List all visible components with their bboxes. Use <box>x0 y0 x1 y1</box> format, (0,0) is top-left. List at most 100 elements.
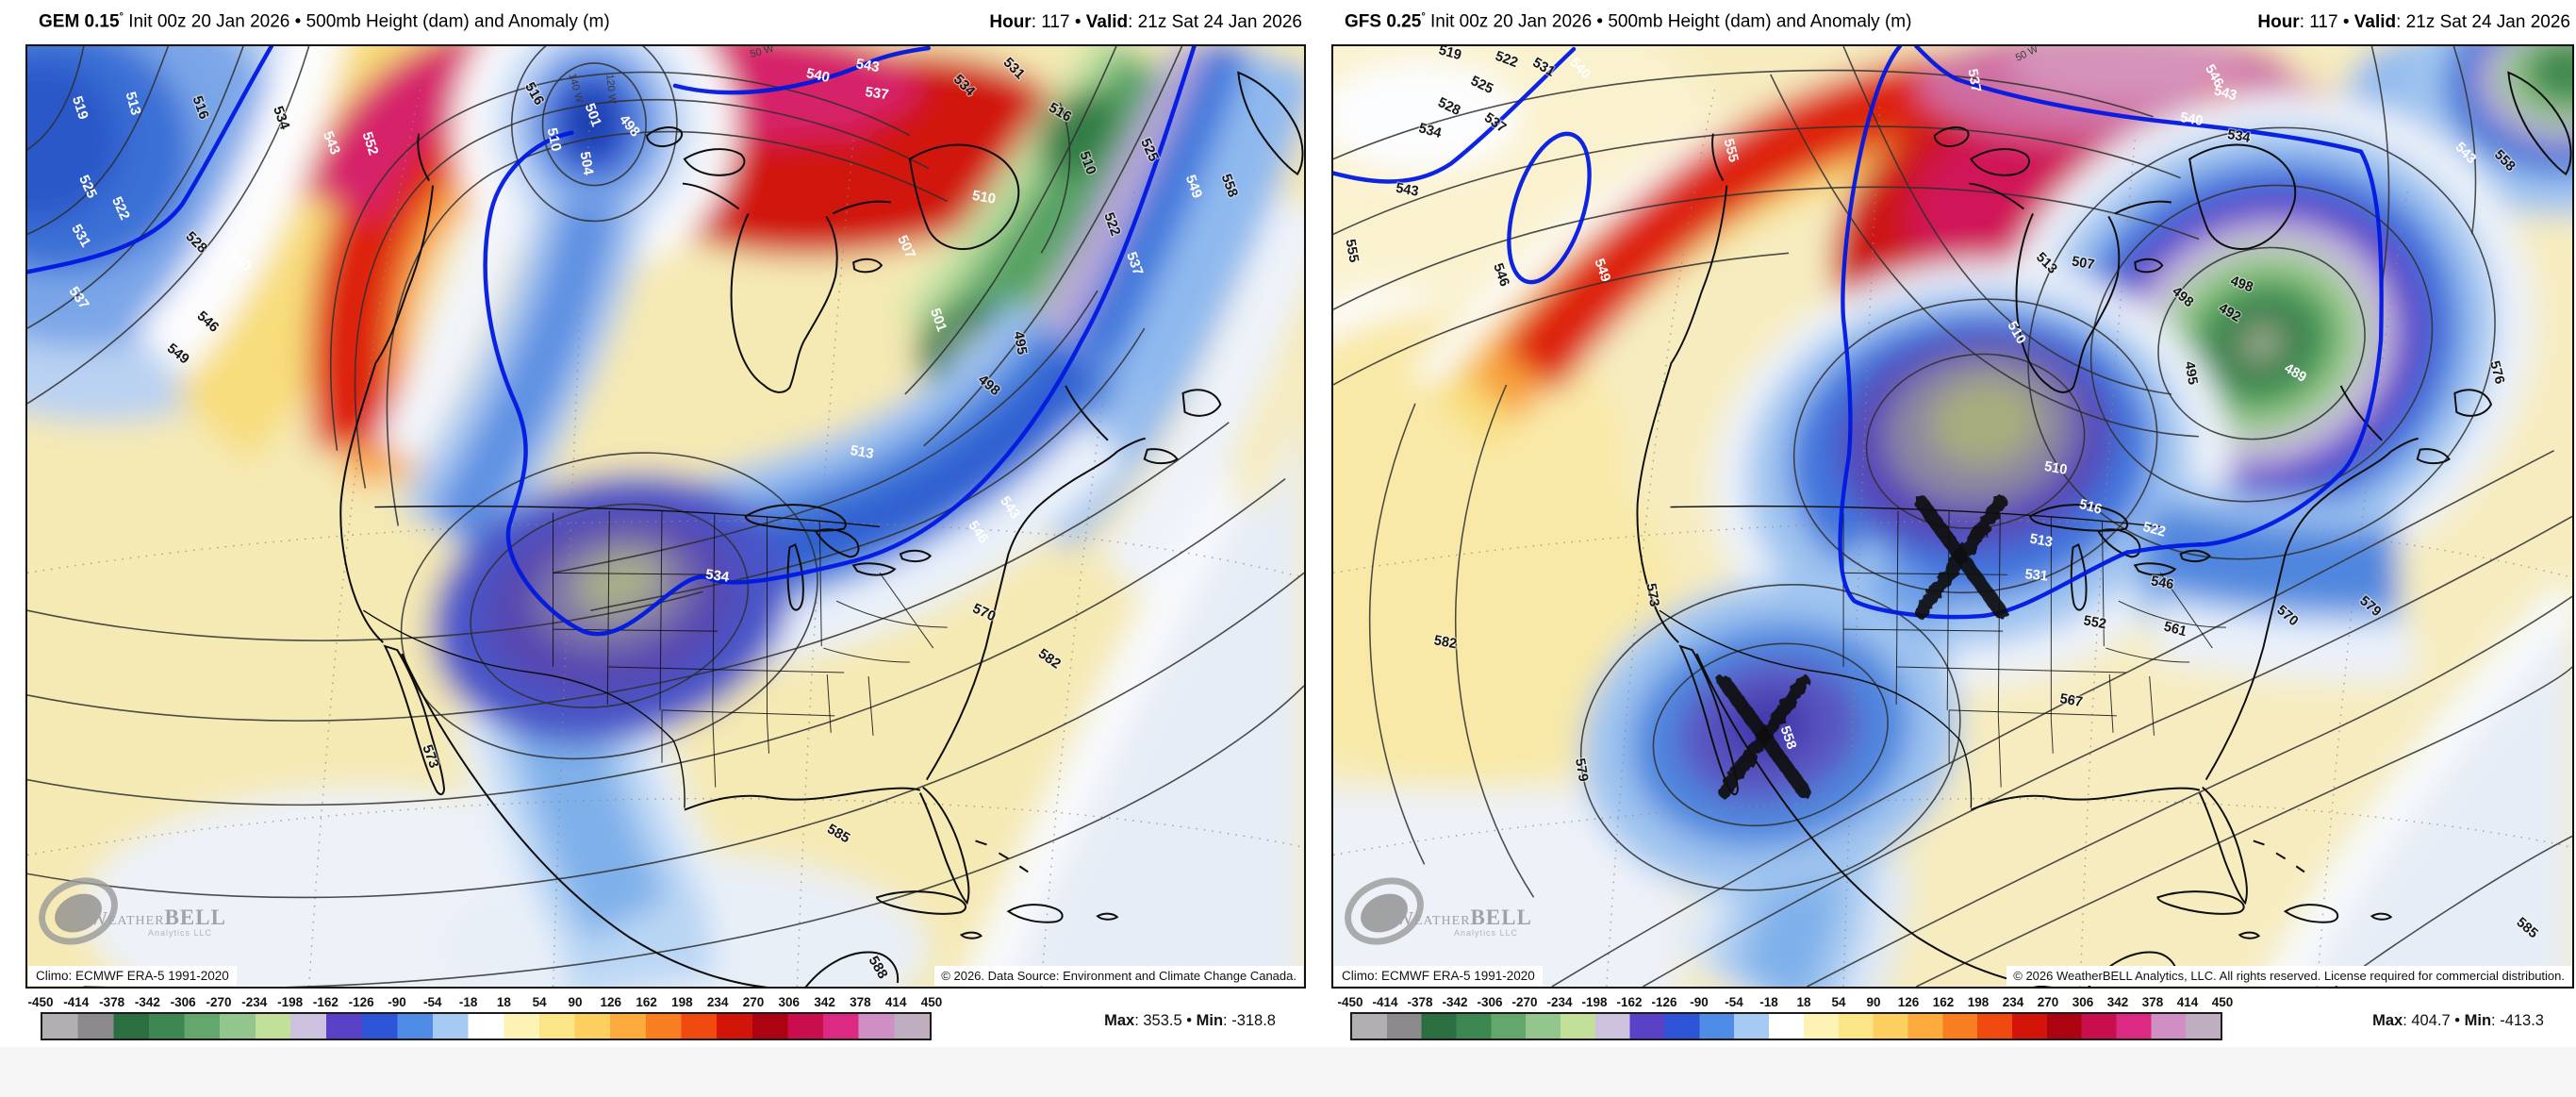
contour-label: 582 <box>1433 633 1459 652</box>
gfs-colorbar-zone: -450 -414 -378 -342 -306 -270 -234 -198 -162 -126… <box>1331 993 2574 1050</box>
colorbar-tick: 270 <box>2037 995 2059 1009</box>
contour-lines <box>27 46 1304 987</box>
panel-gem: GEM 0.15° Init 00z 20 Jan 2026 • 500mb H… <box>25 0 1306 1050</box>
colorbar-tick: -162 <box>1616 995 1643 1009</box>
colorbar-ticks: -450 -414 -378 -342 -306 -270 -234 -198 -162 -126… <box>27 995 942 1010</box>
colorbar-tick: -126 <box>1651 995 1677 1009</box>
weatherbell-logo: WeatherBELL Analytics LLC <box>1341 870 1558 956</box>
colorbar-tick: 234 <box>2002 995 2024 1009</box>
x-marks <box>1717 495 2007 799</box>
contour-label: 537 <box>865 84 890 103</box>
colorbar-tick: 306 <box>2072 995 2094 1009</box>
colorbar-tick: -162 <box>312 995 339 1009</box>
colorbar-tick: 54 <box>1831 995 1846 1009</box>
thick-540-line <box>1333 46 2384 620</box>
gfs-title-rest: Init 00z 20 Jan 2026 • 500mb Height (dam… <box>1425 11 1912 32</box>
contour-label: 576 <box>2486 359 2506 386</box>
colorbar-tick: -342 <box>134 995 160 1009</box>
contour-label: 522 <box>2141 520 2167 540</box>
gfs-validity: Hour: 117 • Valid: 21z Sat 24 Jan 2026 <box>2257 12 2570 33</box>
weatherbell-wordmark: WeatherBELL <box>1395 906 1532 929</box>
colorbar-tick: -270 <box>1511 995 1538 1009</box>
contour-label: 549 <box>1592 257 1613 284</box>
colorbar-tick: -90 <box>388 995 406 1009</box>
colorbar-tick: 18 <box>496 995 511 1009</box>
colorbar-tick: 126 <box>600 995 622 1009</box>
valid-label: Valid <box>2353 11 2397 32</box>
gfs-max-min: Max: 404.7 • Min: -413.3 <box>2372 1012 2544 1029</box>
contour-label: 558 <box>1777 724 1799 752</box>
gem-title-rest: Init 00z 20 Jan 2026 • 500mb Height (dam… <box>123 11 610 32</box>
contour-label: 537 <box>1965 68 1984 93</box>
gfs-model-name: GFS 0.25 <box>1345 11 1422 32</box>
colorbar-tick: -450 <box>27 995 54 1009</box>
x-mark-stroke <box>1717 674 1811 799</box>
colorbar-tick: 126 <box>1897 995 1920 1009</box>
contour-label: 510 <box>544 126 565 153</box>
colorbar-tick: -378 <box>99 995 125 1009</box>
contour-label: 510 <box>971 188 997 208</box>
thick-540-line <box>27 46 1197 637</box>
contour-label: 495 <box>2181 360 2200 386</box>
gem-colorbar: -450 -414 -378 -342 -306 -270 -234 -198 -162 -126… <box>27 995 942 1040</box>
contour-label: 552 <box>359 130 382 158</box>
contour-label: 552 <box>2082 613 2107 632</box>
colorbar-tick: 378 <box>2141 995 2164 1009</box>
gem-max-min: Max: 353.5 • Min: -318.8 <box>1104 1012 1276 1029</box>
contour-label: 546 <box>2150 573 2175 592</box>
degree-symbol: ° <box>119 11 124 24</box>
colorbar-tick: -270 <box>206 995 232 1009</box>
colorbar-tick: 342 <box>2106 995 2129 1009</box>
colorbar-tick: 378 <box>850 995 871 1009</box>
gfs-map: 519 522 525 528 531 534 537 540 543 546 549 555 555 5… <box>1331 44 2574 989</box>
gfs-title: GFS 0.25° Init 00z 20 Jan 2026 • 500mb H… <box>1345 11 1911 32</box>
colorbar-tick: -18 <box>1759 995 1778 1009</box>
colorbar-tick: 450 <box>920 995 943 1009</box>
colorbar <box>1350 1012 2222 1040</box>
gfs-header: GFS 0.25° Init 00z 20 Jan 2026 • 500mb H… <box>1331 0 2574 44</box>
colorbar-gradient <box>1352 1014 2221 1039</box>
contour-label: 510 <box>2043 459 2069 478</box>
colorbar-tick: -126 <box>348 995 374 1009</box>
colorbar-tick: -306 <box>1477 995 1503 1009</box>
colorbar-tick: 18 <box>1796 995 1811 1009</box>
colorbar-tick: 306 <box>778 995 801 1009</box>
colorbar-ticks: -450 -414 -378 -342 -306 -270 -234 -198 -162 -126… <box>1337 995 2233 1010</box>
colorbar-tick: 198 <box>1967 995 1990 1009</box>
contour-label: 540 <box>2179 110 2204 129</box>
contour-label: 579 <box>1572 757 1591 783</box>
colorbar <box>41 1012 932 1040</box>
colorbar-tick: -198 <box>1581 995 1608 1009</box>
contour-label: 516 <box>2077 497 2103 518</box>
contour-label: 504 <box>576 150 596 176</box>
valid-value: : 21z Sat 24 Jan 2026 <box>2396 11 2570 32</box>
copyright-note: © 2026. Data Source: Environment and Cli… <box>934 966 1303 986</box>
contour-label: 540 <box>805 65 832 86</box>
contour-label: 543 <box>854 56 880 75</box>
contour-label: 519 <box>69 94 91 122</box>
contour-label: 120 W <box>603 74 618 105</box>
colorbar-tick: 342 <box>814 995 835 1009</box>
bottom-strip <box>0 1047 2576 1097</box>
colorbar-tick: -378 <box>1407 995 1433 1009</box>
weatherbell-subtitle: Analytics LLC <box>148 928 213 938</box>
weatherbell-swirl-icon <box>1345 877 1424 945</box>
hour-label: Hour <box>989 11 1032 32</box>
contour-lines <box>1333 46 2572 987</box>
colorbar-tick: 198 <box>671 995 693 1009</box>
colorbar-tick: -54 <box>423 995 442 1009</box>
panel-gfs: GFS 0.25° Init 00z 20 Jan 2026 • 500mb H… <box>1331 0 2574 1050</box>
colorbar-tick: -90 <box>1690 995 1709 1009</box>
contour-label: 534 <box>704 566 731 585</box>
colorbar-tick: 90 <box>1866 995 1881 1009</box>
graticule <box>1333 83 2572 987</box>
contour-label: 513 <box>2028 531 2054 550</box>
colorbar-tick: 450 <box>2211 995 2234 1009</box>
degree-symbol: ° <box>1421 11 1426 24</box>
colorbar-tick: -18 <box>458 995 478 1009</box>
valid-label: Valid <box>1085 11 1129 32</box>
weatherbell-subtitle: Analytics LLC <box>1454 928 1519 938</box>
weatherbell-logo: WeatherBELL Analytics LLC <box>35 870 252 956</box>
